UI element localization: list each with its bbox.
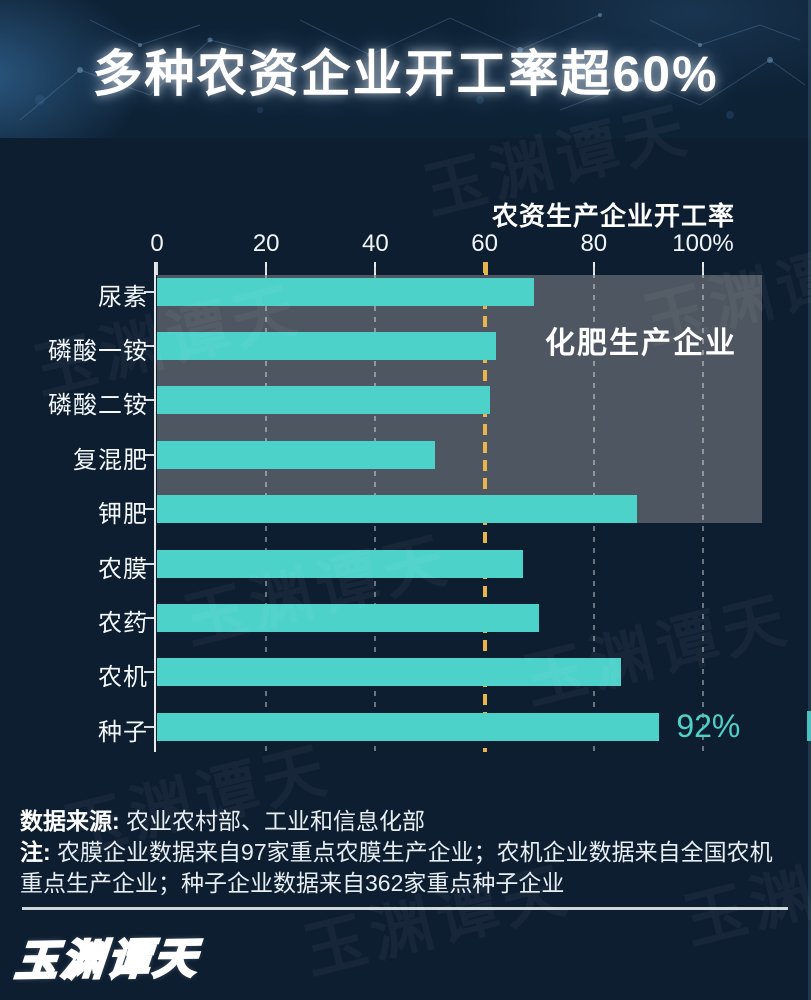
bar-种子 (157, 712, 660, 741)
gridline (702, 262, 704, 752)
category-label-5: 钾肥 (98, 501, 148, 529)
right-edge-strip (808, 0, 811, 1000)
category-label-8: 农机 (98, 664, 148, 692)
bar-钾肥 (157, 495, 638, 524)
network-pattern-decoration (19, 13, 806, 121)
category-axis-tick (144, 399, 154, 402)
data-source-label: 数据来源: (20, 808, 120, 834)
footer-notes: 数据来源: 农业农村部、工业和信息化部 注: 农膜企业数据来自97家重点农膜生产… (20, 806, 792, 899)
x-axis-tick-label: 60 (471, 230, 498, 257)
watermark-text: 玉渊谭天 (513, 568, 799, 721)
x-axis-tick (265, 262, 268, 275)
category-axis-tick (144, 508, 154, 511)
bar-农药 (157, 603, 540, 632)
watermark-text: 玉渊谭天 (173, 508, 459, 661)
category-axis-tick (144, 562, 154, 565)
data-source-text: 农业农村部、工业和信息化部 (119, 808, 426, 834)
x-axis-tick (156, 262, 158, 275)
x-axis-tick (592, 262, 595, 275)
y-axis-line (154, 262, 156, 752)
category-label-3: 磷酸二铵 (48, 392, 148, 420)
category-axis-tick (144, 344, 154, 347)
footer-divider (22, 907, 788, 910)
bar-农机 (157, 658, 622, 687)
x-axis-tick (374, 262, 377, 275)
category-label-7: 农药 (98, 609, 148, 637)
category-axis-tick (144, 671, 154, 674)
x-axis-tick-label: 0 (150, 230, 164, 257)
category-label-6: 农膜 (98, 555, 148, 583)
brand-logo: 玉渊谭天 (12, 933, 203, 986)
category-label-2: 磷酸一铵 (48, 337, 148, 365)
bar-value-label: 92% (676, 707, 741, 744)
note-line-1: 注: 农膜企业数据来自97家重点农膜生产企业；农机企业数据来自全国农机 (20, 839, 773, 865)
category-label-9: 种子 (98, 718, 148, 746)
x-axis-tick (702, 262, 704, 275)
x-axis-tick-label: 80 (580, 230, 608, 257)
bar-复混肥 (157, 440, 436, 469)
category-label-1: 尿素 (98, 283, 148, 311)
x-axis-tick-label: 40 (362, 230, 389, 257)
chart-title: 农资生产企业开工率 (491, 201, 735, 231)
page-title: 多种农资企业开工率超60% (92, 46, 719, 102)
x-axis-tick-label: 20 (252, 230, 280, 257)
note-label: 注: (20, 839, 51, 865)
note-line-2: 重点生产企业；种子企业数据来自362家重点种子企业 (20, 870, 565, 896)
category-axis-tick (144, 453, 154, 456)
bar-磷酸一铵 (157, 331, 496, 360)
bar-农膜 (157, 549, 523, 578)
category-axis-tick (144, 616, 154, 619)
category-label-4: 复混肥 (73, 446, 148, 474)
fertilizer-group-label: 化肥生产企业 (545, 327, 737, 360)
category-axis-tick (144, 290, 154, 293)
bar-尿素 (157, 277, 534, 306)
right-edge-bar-fragment (807, 711, 811, 741)
x-axis-tick-label: 100% (672, 230, 734, 257)
data-source-line: 数据来源: 农业农村部、工业和信息化部 (20, 806, 792, 837)
category-axis-tick (144, 725, 154, 728)
header-band: 多种农资企业开工率超60% (0, 0, 811, 138)
bar-磷酸二铵 (157, 386, 491, 415)
